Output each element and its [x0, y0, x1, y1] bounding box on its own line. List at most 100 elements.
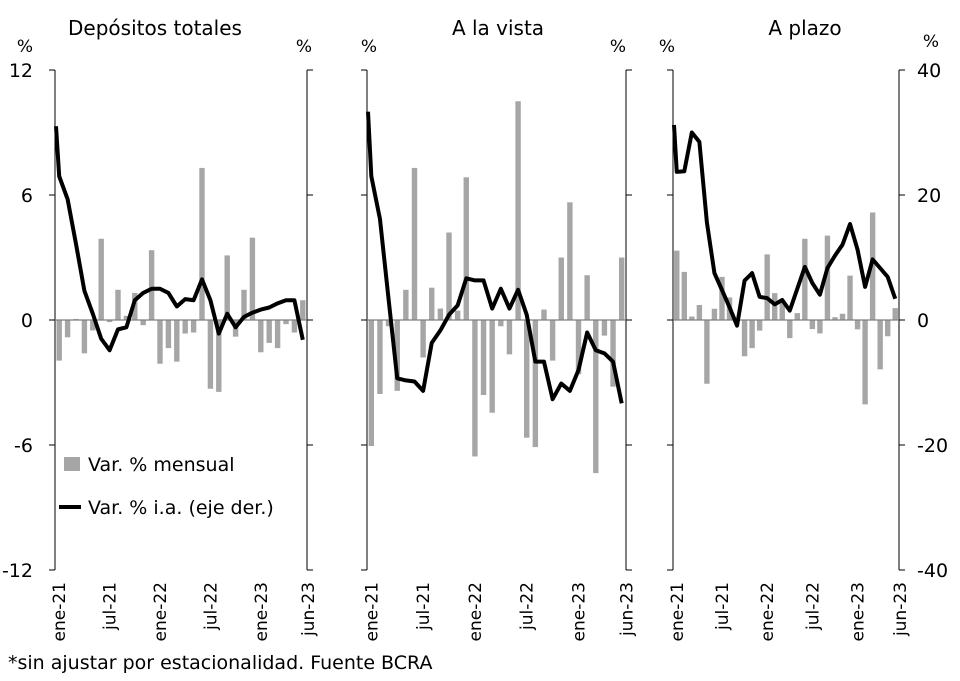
bar-mensual	[463, 177, 469, 320]
line-interanual	[366, 111, 624, 404]
bar-mensual	[148, 250, 155, 320]
bar-mensual	[862, 320, 868, 405]
bar-mensual	[182, 320, 188, 334]
bar-mensual	[618, 257, 625, 320]
bar-mensual	[140, 320, 146, 326]
x-tick-label: ene-21	[50, 582, 70, 641]
bar-mensual	[81, 320, 88, 354]
x-tick-label: jun-23	[299, 582, 319, 637]
bar-mensual	[266, 320, 272, 343]
line-interanual	[54, 126, 305, 353]
bar-mensual	[772, 293, 778, 320]
bar-mensual	[64, 320, 71, 338]
bar-mensual	[377, 320, 383, 394]
x-tick-label: jul-22	[803, 582, 823, 631]
footer-note: *sin ajustar por estacionalidad. Fuente …	[8, 652, 432, 674]
left-tick-label: 0	[21, 310, 33, 332]
x-tick-label: ene-21	[362, 582, 382, 641]
panel-1-right-unit: %	[296, 37, 312, 57]
bar-mensual	[802, 238, 808, 320]
bar-mensual	[165, 320, 172, 349]
x-tick-label: ene-23	[849, 582, 869, 641]
bar-mensual	[877, 320, 883, 370]
bar-mensual	[824, 235, 831, 320]
x-tick-label: jul-22	[201, 582, 221, 631]
bar-mensual	[764, 254, 770, 320]
bar-mensual	[892, 308, 898, 320]
panel-3-right-unit: %	[923, 32, 939, 52]
right-tick-label: 0	[917, 310, 929, 332]
bar-mensual	[224, 255, 230, 320]
panel-1-title: Depósitos totales	[68, 16, 242, 40]
bar-mensual	[567, 202, 573, 320]
bar-mensual	[593, 320, 599, 474]
panel-1: 12 6 0 -6 -12 ene-21 jul-21 ene-22 jul-22 ene-23 j…	[2, 60, 319, 641]
bar-mensual	[115, 289, 121, 320]
bar-mensual	[809, 320, 816, 330]
bar-mensual	[190, 320, 197, 333]
bar-mensual	[249, 237, 256, 320]
bar-mensual	[429, 287, 435, 320]
left-tick-label: -12	[2, 560, 33, 582]
x-tick-label: ene-23	[570, 582, 590, 641]
bar-mensual	[601, 320, 608, 336]
bar-mensual	[704, 320, 710, 384]
panel-2-left-unit: %	[361, 37, 377, 57]
bar-mensual	[524, 320, 530, 438]
panel-2-right-unit: %	[610, 37, 626, 57]
bar-mensual	[216, 320, 222, 392]
bar-mensual	[696, 305, 703, 320]
bar-mensual	[420, 320, 426, 358]
bar-mensual	[839, 313, 846, 320]
x-tick-label: ene-22	[758, 582, 778, 641]
legend-bar-swatch	[64, 457, 80, 471]
bar-mensual	[719, 276, 725, 320]
bar-mensual	[610, 320, 616, 387]
bar-mensual	[532, 320, 539, 448]
bar-mensual	[56, 320, 62, 361]
panel-2-title: A la vista	[452, 16, 544, 40]
bar-mensual	[674, 250, 680, 320]
bar-mensual	[787, 320, 793, 339]
bar-mensual	[515, 101, 521, 320]
panel-1-left-unit: %	[17, 37, 33, 57]
x-tick-label: ene-21	[668, 582, 688, 641]
left-tick-label: 6	[21, 185, 33, 207]
x-tick-label: ene-23	[252, 582, 272, 641]
bar-mensual	[207, 320, 214, 389]
right-tick-label: -40	[917, 560, 948, 582]
bar-mensual	[411, 167, 418, 320]
bar-mensual	[689, 316, 695, 320]
panel-3: 40 20 0 -20 -40 ene-21 jul-21 ene-22 jul-22 ene-2…	[667, 60, 948, 641]
bar-mensual	[98, 238, 104, 320]
bar-mensual	[283, 320, 289, 325]
bar-mensual	[575, 320, 582, 375]
bar-mensual	[174, 320, 180, 362]
bar-mensual	[498, 320, 504, 327]
bar-mensual	[258, 320, 264, 353]
bar-mensual	[832, 317, 838, 320]
bar-mensual	[300, 300, 306, 320]
bar-mensual	[394, 320, 400, 391]
bar-mensual	[480, 320, 487, 395]
right-tick-label: -20	[917, 435, 948, 457]
bar-mensual	[749, 320, 755, 349]
bar-mensual	[506, 320, 513, 355]
right-tick-label: 20	[917, 185, 941, 207]
panel-3-title: A plazo	[768, 16, 841, 40]
bar-mensual	[711, 308, 718, 320]
x-tick-label: jul-21	[101, 582, 121, 631]
bar-mensual	[106, 320, 113, 323]
bar-mensual	[472, 320, 478, 457]
bar-mensual	[368, 320, 375, 447]
line-interanual	[672, 124, 898, 328]
panel-3-left-unit: %	[659, 37, 675, 57]
bar-mensual	[123, 315, 130, 320]
bar-mensual	[794, 313, 800, 320]
bar-mensual	[779, 300, 785, 320]
x-tick-label: jul-21	[713, 582, 733, 631]
left-tick-label: 12	[9, 60, 33, 82]
x-tick-label: ene-22	[466, 582, 486, 641]
bar-mensual	[817, 320, 823, 334]
x-tick-label: jul-22	[518, 582, 538, 631]
